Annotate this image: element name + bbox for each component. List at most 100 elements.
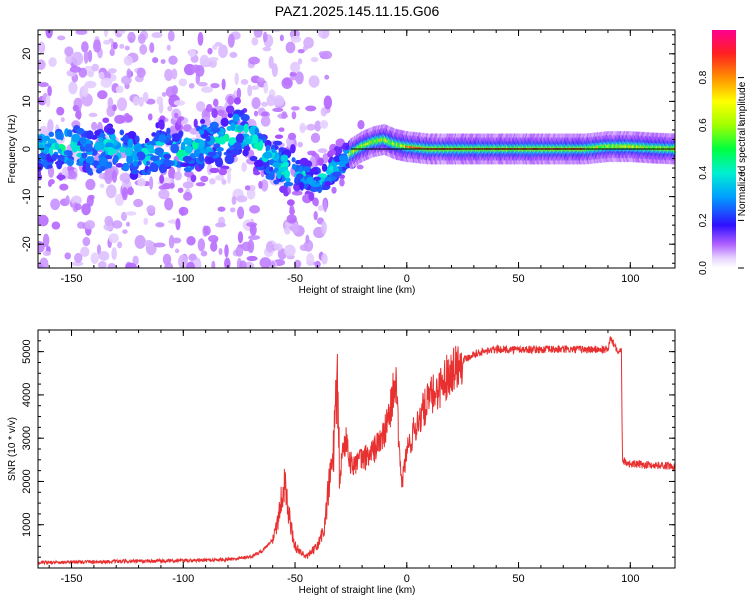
heatmap-noise-cell xyxy=(142,91,149,103)
heatmap-cell xyxy=(311,167,318,173)
heatmap-noise-cell xyxy=(138,96,144,107)
heatmap-cell xyxy=(182,155,193,163)
heatmap-cell xyxy=(269,166,274,172)
heatmap-noise-cell xyxy=(253,30,263,38)
heatmap-x-axis-label: Height of straight line (km) xyxy=(299,285,416,296)
heatmap-cell xyxy=(285,177,291,183)
heatmap-cell xyxy=(337,138,344,146)
heatmap-noise-cell xyxy=(197,31,204,46)
heatmap-noise-cell xyxy=(71,51,84,66)
heatmap-noise-cell xyxy=(241,162,247,173)
heatmap-cell xyxy=(145,161,151,166)
heatmap-noise-cell xyxy=(310,56,319,63)
heatmap-noise-cell xyxy=(323,95,333,110)
heatmap-noise-cell xyxy=(114,114,126,125)
snr-series-line xyxy=(38,336,675,566)
heatmap-noise-cell xyxy=(313,210,318,221)
heatmap-cell xyxy=(215,157,224,168)
heatmap-noise-cell xyxy=(188,254,197,262)
heatmap-cell xyxy=(177,116,182,126)
heatmap-cell xyxy=(298,165,304,174)
heatmap-cell xyxy=(213,143,221,149)
heatmap-noise-cell xyxy=(237,206,245,220)
colorbar-tick-label: 0.8 xyxy=(698,70,709,84)
heatmap-cell xyxy=(306,176,315,183)
heatmap-noise-cell xyxy=(125,262,137,268)
heatmap-noise-cell xyxy=(236,195,248,203)
heatmap-noise-cell xyxy=(74,252,83,263)
heatmap-cell xyxy=(198,152,204,163)
heatmap-noise-cell xyxy=(293,259,302,268)
heatmap-noise-cell xyxy=(286,214,297,224)
heatmap-noise-cell xyxy=(305,105,317,112)
heatmap-noise-cell xyxy=(224,244,229,258)
heatmap-cell xyxy=(38,135,43,143)
heatmap-noise-cell xyxy=(289,76,298,81)
snr-x-axis-label: Height of straight line (km) xyxy=(299,585,416,596)
y-tick-label: 1000 xyxy=(21,512,33,536)
heatmap-cell xyxy=(271,148,276,153)
heatmap-cell xyxy=(242,138,253,144)
heatmap-noise-cell xyxy=(171,68,178,80)
heatmap-noise-cell xyxy=(234,72,239,85)
heatmap-noise-cell xyxy=(151,32,163,39)
heatmap-cell xyxy=(130,169,140,175)
heatmap-noise-cell xyxy=(107,262,117,268)
heatmap-noise-cell xyxy=(146,205,156,214)
heatmap-noise-cell xyxy=(108,68,117,74)
heatmap-cell xyxy=(280,154,289,163)
heatmap-noise-cell xyxy=(100,77,113,88)
colorbar-tick-label: 0.6 xyxy=(698,118,709,132)
heatmap-noise-cell xyxy=(308,75,320,88)
heatmap-cell xyxy=(158,121,165,130)
heatmap-noise-cell xyxy=(251,97,261,110)
heatmap-noise-cell xyxy=(119,43,125,49)
heatmap-cell xyxy=(227,95,234,106)
heatmap-noise-cell xyxy=(188,49,196,57)
heatmap-cell xyxy=(308,191,315,201)
heatmap-noise-cell xyxy=(236,87,242,100)
heatmap-noise-cell xyxy=(221,78,226,91)
heatmap-noise-cell xyxy=(103,39,111,45)
heatmap-noise-cell xyxy=(297,141,304,148)
heatmap-cell xyxy=(282,161,290,167)
heatmap-cell xyxy=(176,151,184,158)
heatmap-noise-cell xyxy=(83,50,89,64)
heatmap-noise-cell xyxy=(47,85,52,97)
heatmap-cell xyxy=(260,111,269,117)
heatmap-noise-cell xyxy=(108,233,119,244)
heatmap-cell xyxy=(283,169,291,179)
heatmap-noise-cell xyxy=(281,111,288,119)
heatmap-cell xyxy=(124,147,133,157)
heatmap-noise-cell xyxy=(314,120,322,132)
heatmap-noise-cell xyxy=(85,178,96,191)
heatmap-noise-cell xyxy=(164,197,174,211)
heatmap-noise-cell xyxy=(82,236,91,247)
heatmap-cell xyxy=(85,130,94,140)
heatmap-cell xyxy=(151,132,157,137)
heatmap-cell xyxy=(331,186,337,194)
chart-title: PAZ1.2025.145.11.15.G06 xyxy=(275,3,440,19)
heatmap-cell xyxy=(150,155,160,162)
heatmap-cell xyxy=(56,159,63,170)
heatmap-noise-cell xyxy=(92,39,102,53)
heatmap-noise-cell xyxy=(38,59,46,70)
heatmap-noise-cell xyxy=(98,71,105,80)
heatmap-noise-cell xyxy=(89,194,95,200)
heatmap-noise-cell xyxy=(178,78,188,87)
heatmap-noise-cell xyxy=(239,260,247,268)
heatmap-noise-cell xyxy=(168,166,176,181)
heatmap-noise-cell xyxy=(71,261,84,267)
heatmap-noise-cell xyxy=(208,234,219,243)
heatmap-cell xyxy=(291,163,297,170)
heatmap-noise-cell xyxy=(207,47,213,55)
heatmap-cell xyxy=(85,162,91,173)
heatmap-noise-cell xyxy=(209,178,216,185)
heatmap-noise-cell xyxy=(246,255,258,262)
heatmap-cell xyxy=(304,160,313,168)
heatmap-cell xyxy=(121,162,130,172)
heatmap-noise-cell xyxy=(149,42,155,54)
x-tick-label: -150 xyxy=(61,573,83,585)
heatmap-noise-cell xyxy=(321,50,333,60)
heatmap-noise-cell xyxy=(306,252,315,267)
